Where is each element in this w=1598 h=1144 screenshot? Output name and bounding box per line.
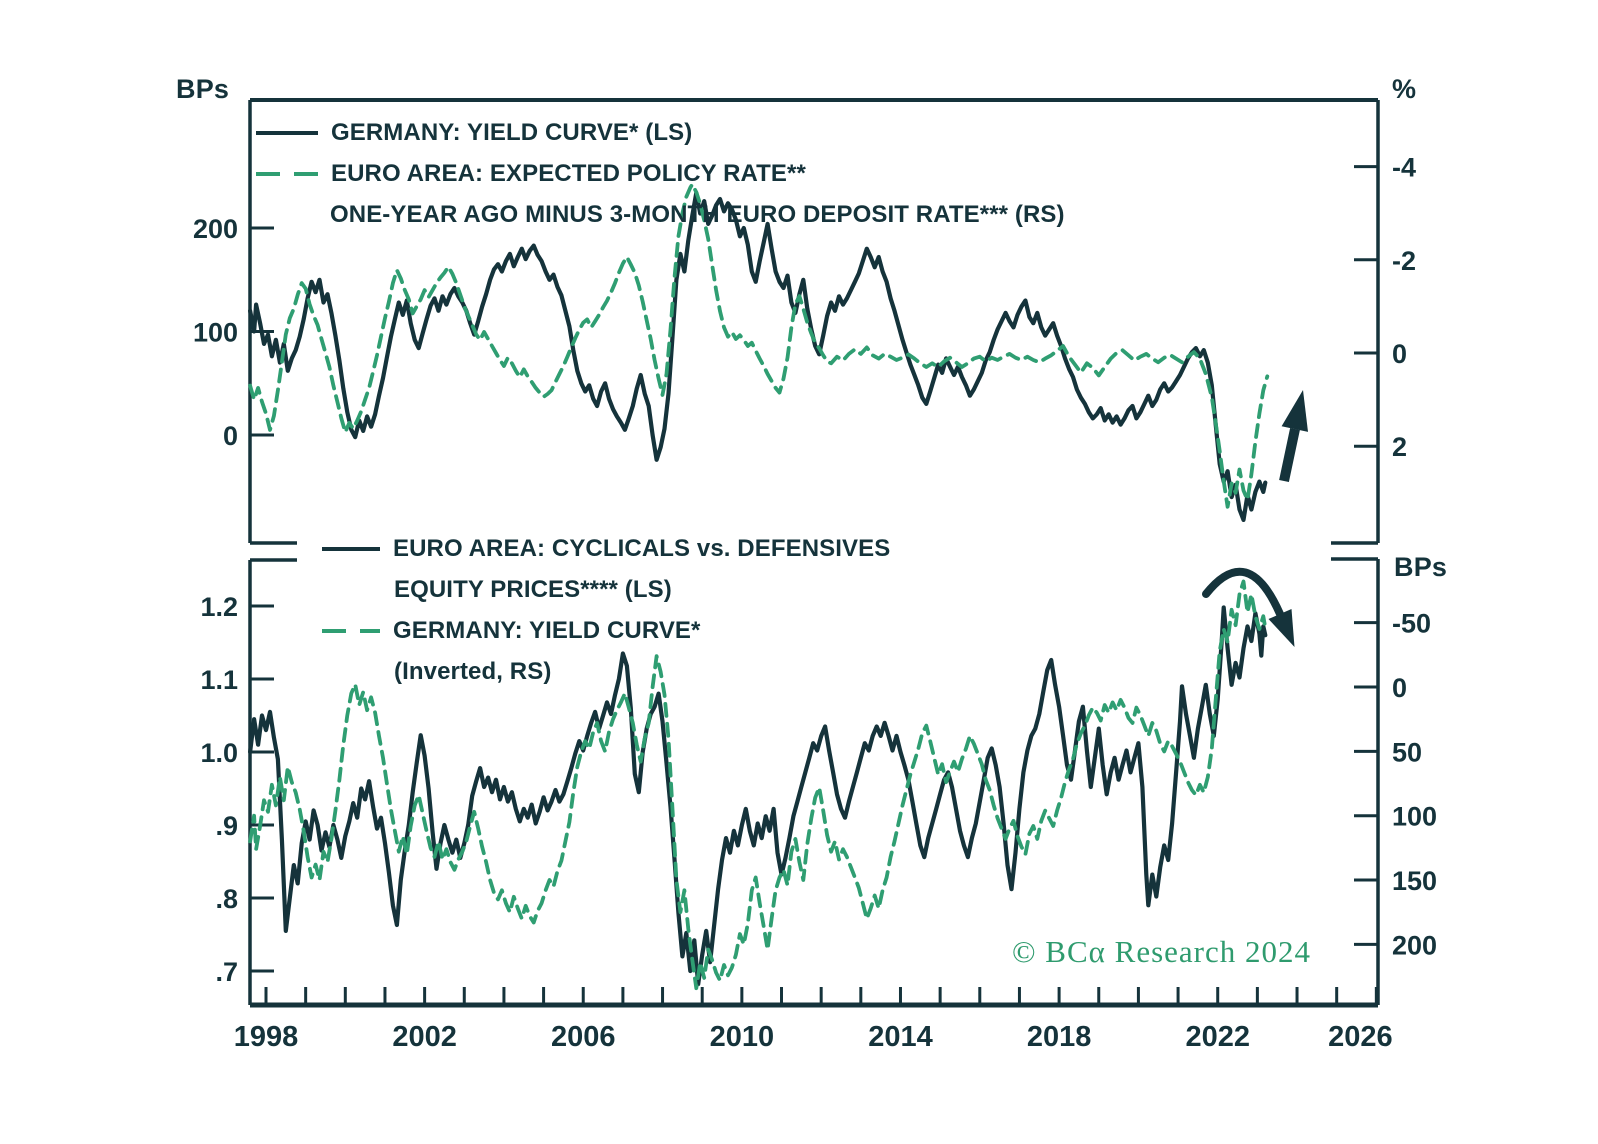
- x-year-label-1998: 1998: [234, 1021, 299, 1053]
- x-year-label-2018: 2018: [1027, 1021, 1092, 1053]
- bottom-left-tick-label: 1.0: [200, 738, 238, 768]
- legend-item-cyclicals-defensives: EURO AREA: CYCLICALS vs. DEFENSIVES: [322, 528, 890, 569]
- dashed-line-sample: [256, 171, 318, 176]
- top-panel-right-axis: [1331, 100, 1380, 545]
- top-panel-legend: GERMANY: YIELD CURVE* (LS) EURO AREA: EX…: [256, 112, 1065, 235]
- solid-line-sample: [322, 546, 380, 551]
- legend-item-germany-yield-curve-inverted-line2: (Inverted, RS): [322, 651, 890, 692]
- panel-frames: [248, 98, 1380, 1008]
- bottom-right-tick-label: 150: [1392, 866, 1437, 896]
- bottom-right-tick-label: 100: [1392, 802, 1437, 832]
- bottom-panel-right-axis: [1331, 557, 1380, 1005]
- annotation-arrows: [1202, 390, 1308, 647]
- up-arrow: [1279, 390, 1308, 483]
- top-left-unit-label: BPs: [176, 74, 230, 104]
- top-left-tick-label: 0: [223, 421, 238, 451]
- top-left-tick-label: 200: [193, 214, 238, 244]
- bottom-right-tick-label: -50: [1392, 609, 1431, 639]
- bottom-right-tick-label: 200: [1392, 930, 1437, 960]
- dashed-line-sample: [322, 628, 380, 633]
- top-right-tick-label: -2: [1392, 246, 1416, 276]
- bottom-right-tick-label: 50: [1392, 737, 1422, 767]
- legend-label: ONE-YEAR AGO MINUS 3-MONTH EURO DEPOSIT …: [330, 201, 1065, 228]
- x-year-label-2026: 2026: [1328, 1021, 1393, 1053]
- up-arrow-head: [1281, 390, 1308, 432]
- top-right-unit-label: %: [1392, 74, 1417, 104]
- top-panel-left-axis: [248, 100, 297, 545]
- legend-label: EQUITY PRICES**** (LS): [394, 576, 672, 603]
- curved-down-arrow: [1202, 567, 1295, 647]
- top-right-tick-label: 0: [1392, 339, 1407, 369]
- up-arrow-shaft: [1279, 427, 1300, 483]
- solid-line-sample: [256, 130, 318, 135]
- legend-label: GERMANY: YIELD CURVE* (LS): [331, 119, 693, 146]
- legend-item-expected-policy-rate-line2: ONE-YEAR AGO MINUS 3-MONTH EURO DEPOSIT …: [256, 194, 1065, 235]
- x-year-label-2002: 2002: [392, 1021, 457, 1053]
- bca-research-watermark: © BCα Research 2024: [1012, 934, 1311, 969]
- top-right-tick-label: 2: [1392, 432, 1407, 462]
- axis-tick-labels: 200 100 0 -4 -2 0 2 1.2 1.1 1.0 .9 .8 .7 -50 0 50 100 150…: [193, 153, 1437, 1053]
- bottom-panel-left-axis: [248, 558, 297, 1005]
- x-year-label-2014: 2014: [868, 1021, 933, 1053]
- legend-item-germany-yield-curve: GERMANY: YIELD CURVE* (LS): [256, 112, 1065, 153]
- x-year-label-2006: 2006: [551, 1021, 616, 1053]
- bottom-panel-legend: EURO AREA: CYCLICALS vs. DEFENSIVES EQUI…: [322, 528, 890, 692]
- bottom-series-cyclicals_vs_defensives_ratio: [248, 605, 1268, 987]
- legend-item-expected-policy-rate: EURO AREA: EXPECTED POLICY RATE**: [256, 153, 1065, 194]
- bottom-left-tick-label: .7: [215, 957, 238, 987]
- top-series-germany_yield_curve_bps: [248, 190, 1268, 523]
- bottom-left-tick-label: 1.2: [200, 592, 238, 622]
- bottom-right-tick-label: 0: [1392, 673, 1407, 703]
- top-right-tick-label: -4: [1392, 153, 1416, 183]
- top-left-tick-label: 100: [193, 318, 238, 348]
- x-year-label-2022: 2022: [1185, 1021, 1250, 1053]
- x-year-label-2010: 2010: [710, 1021, 775, 1053]
- legend-item-cyclicals-defensives-line2: EQUITY PRICES**** (LS): [322, 569, 890, 610]
- top-series-expected_policy_rate_minus_deposit_pct: [248, 182, 1270, 509]
- bottom-left-tick-label: .9: [215, 811, 238, 841]
- curved-arrow-head: [1268, 609, 1295, 647]
- legend-label: EURO AREA: EXPECTED POLICY RATE**: [331, 160, 806, 187]
- curved-arrow-arc: [1202, 567, 1284, 618]
- legend-label: EURO AREA: CYCLICALS vs. DEFENSIVES: [393, 535, 891, 562]
- bottom-left-tick-label: .8: [215, 884, 238, 914]
- legend-label: GERMANY: YIELD CURVE*: [393, 617, 701, 644]
- bottom-right-unit-label: BPs: [1394, 552, 1448, 582]
- legend-label: (Inverted, RS): [394, 658, 552, 685]
- bottom-series-germany_yield_curve_bps: [248, 579, 1268, 991]
- legend-item-germany-yield-curve-inverted: GERMANY: YIELD CURVE*: [322, 610, 890, 651]
- bottom-left-tick-label: 1.1: [200, 665, 238, 695]
- series-lines: [248, 182, 1270, 991]
